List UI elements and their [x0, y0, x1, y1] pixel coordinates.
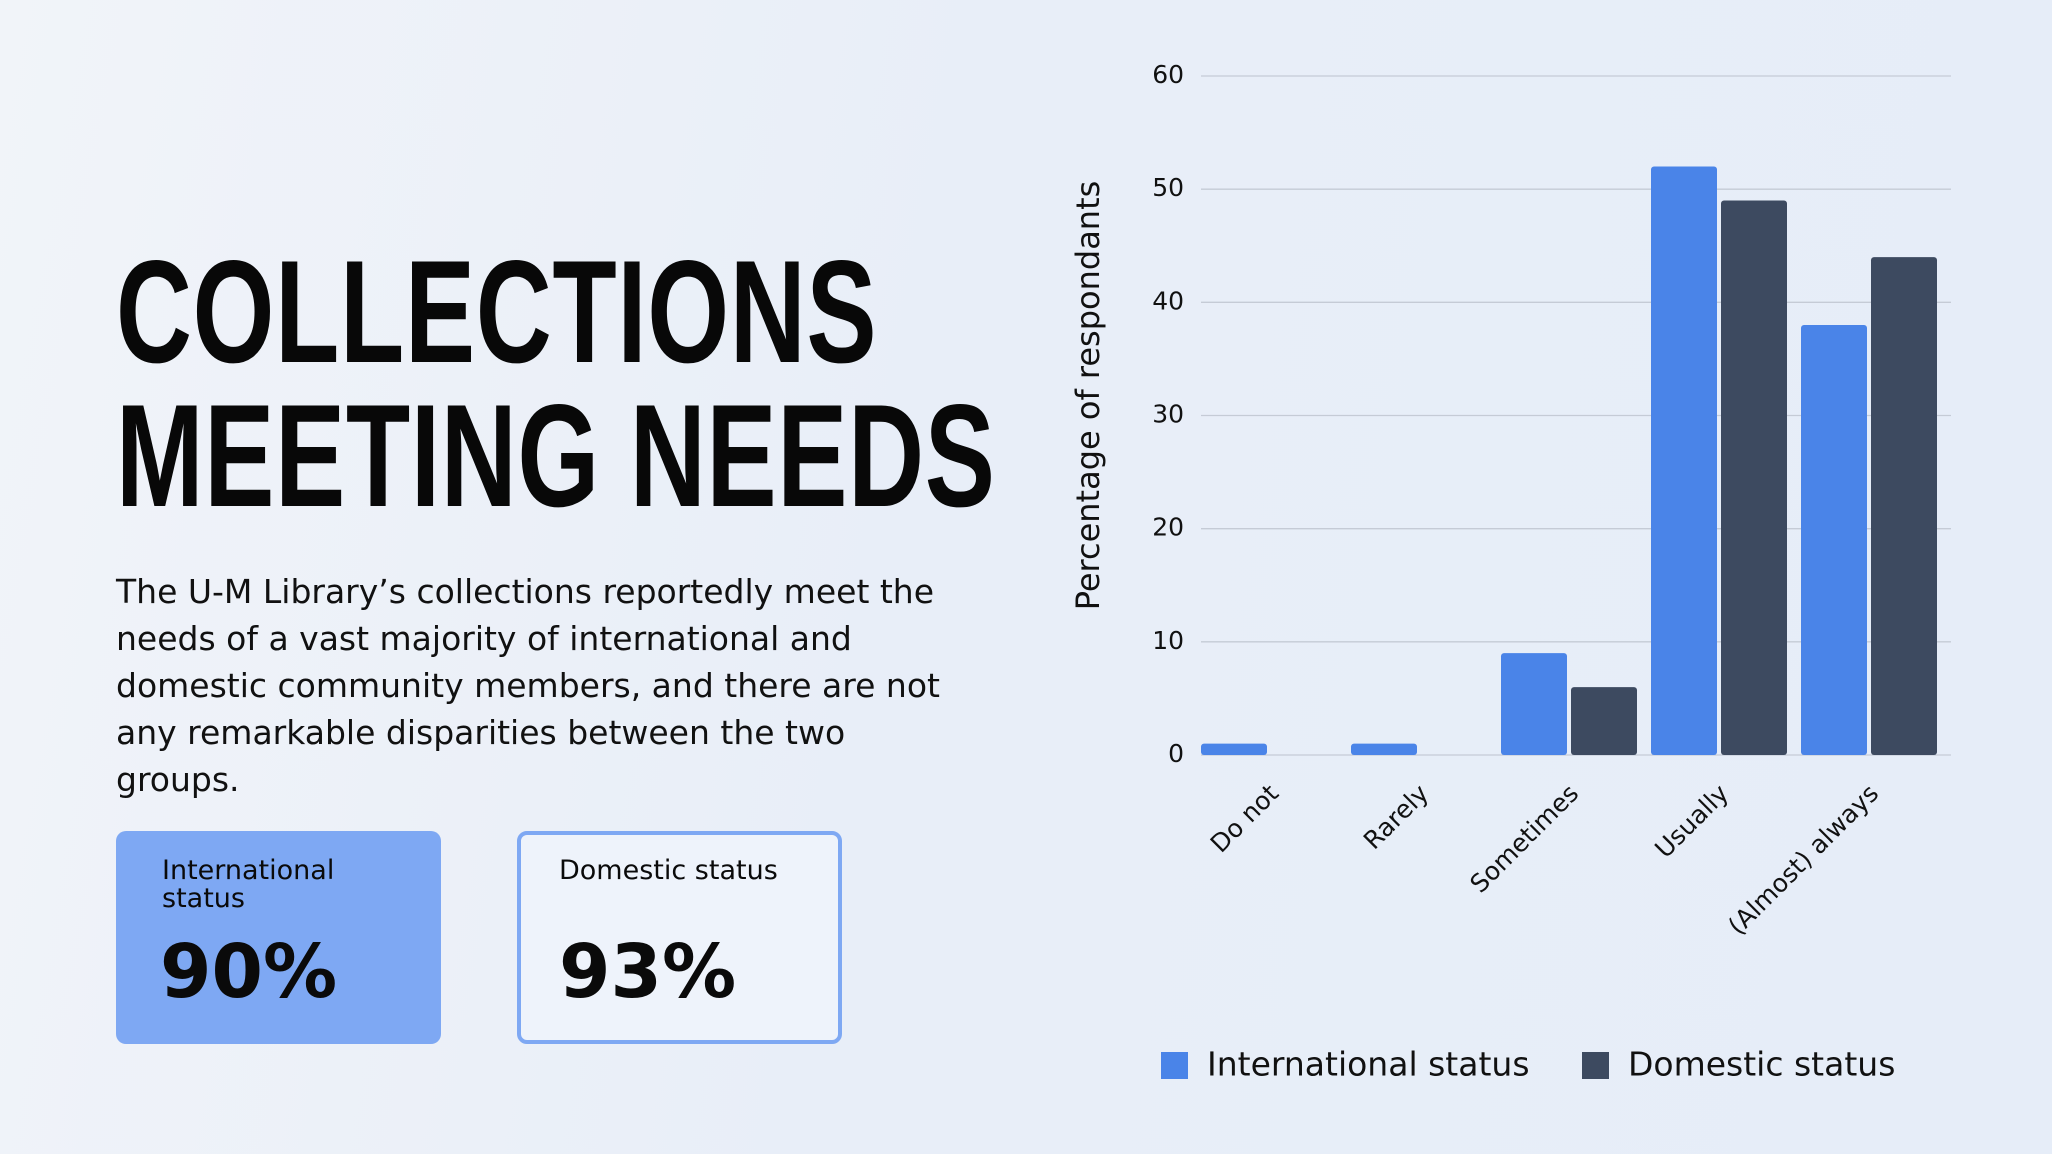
- bar: [1571, 687, 1637, 755]
- y-tick-label: 20: [1152, 513, 1184, 542]
- x-tick-label: Rarely: [1358, 779, 1435, 856]
- stat-card: International status 90%: [116, 831, 441, 1044]
- bar: [1501, 653, 1567, 755]
- title-line: MEETING NEEDS: [116, 374, 996, 537]
- bar: [1651, 166, 1717, 756]
- x-tick-label: Sometimes: [1464, 779, 1584, 899]
- bar: [1871, 257, 1937, 755]
- bar: [1351, 743, 1417, 755]
- stat-value: 93%: [559, 929, 737, 1015]
- stat-value: 90%: [160, 929, 338, 1015]
- title: COLLECTIONS MEETING NEEDS: [116, 230, 1338, 537]
- x-tick-label: (Almost) always: [1722, 779, 1884, 941]
- body-text: The U-M Library’s collections reportedly…: [116, 572, 940, 799]
- x-tick-label: Do not: [1205, 779, 1285, 859]
- bar: [1801, 324, 1867, 755]
- y-tick-label: 50: [1152, 173, 1184, 202]
- y-tick-label: 30: [1152, 400, 1184, 429]
- legend-label: International status: [1207, 1045, 1530, 1084]
- stat-label: Domestic status: [559, 855, 778, 886]
- x-tick-label: Usually: [1649, 779, 1734, 864]
- y-tick-label: 40: [1152, 286, 1184, 315]
- legend-swatch: [1161, 1052, 1188, 1079]
- y-tick-label: 10: [1152, 626, 1184, 655]
- bar: [1201, 743, 1267, 755]
- legend-label: Domestic status: [1628, 1045, 1895, 1084]
- y-tick-label: 60: [1152, 60, 1184, 89]
- y-tick-label: 0: [1168, 739, 1184, 768]
- title-line: COLLECTIONS: [116, 230, 878, 393]
- stat-label: International status: [162, 855, 335, 914]
- y-axis-label: Percentage of respondants: [1069, 181, 1107, 611]
- legend-swatch: [1582, 1052, 1609, 1079]
- bar: [1721, 200, 1787, 755]
- stat-card: Domestic status 93%: [517, 831, 842, 1044]
